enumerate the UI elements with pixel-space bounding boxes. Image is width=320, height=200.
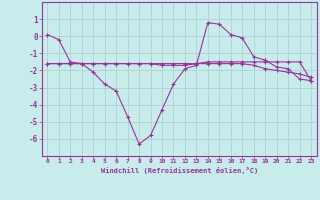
X-axis label: Windchill (Refroidissement éolien,°C): Windchill (Refroidissement éolien,°C) xyxy=(100,167,258,174)
